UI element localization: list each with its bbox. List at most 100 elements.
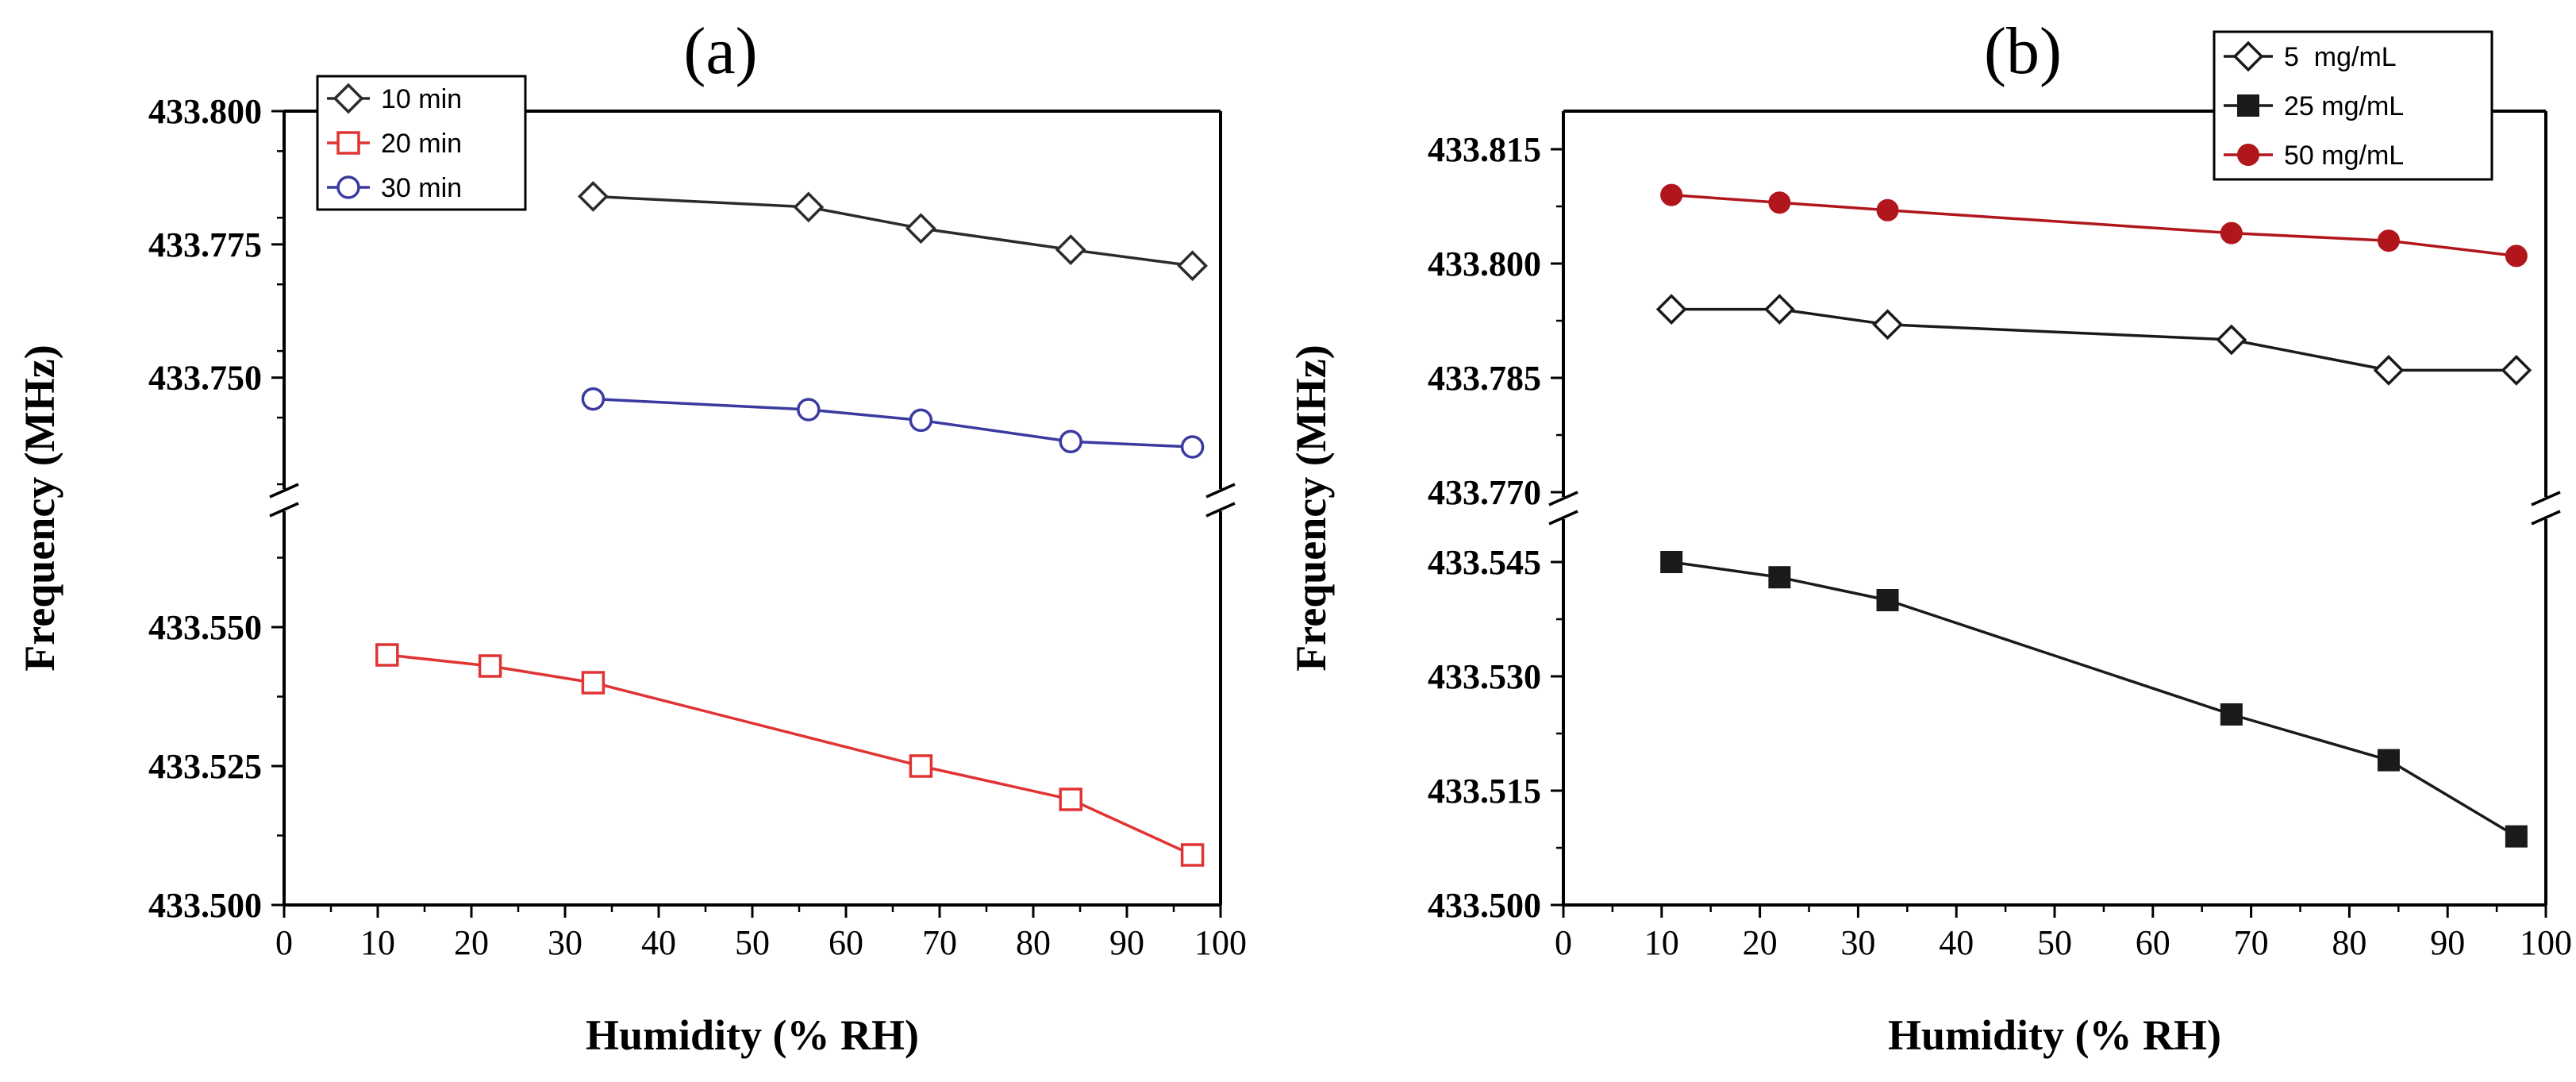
- legend-marker: [336, 131, 360, 155]
- x-tick-label: 0: [275, 923, 293, 962]
- axis-break-mark: [2531, 491, 2561, 506]
- panel-label: (b): [1984, 14, 2062, 88]
- panel-a: 0 10 20 30 40 50 60 70 80 90 100 433.750 433.775 433.…: [16, 14, 1247, 1059]
- data-point: [1655, 294, 1687, 325]
- y-tick-label: 433.800: [1428, 245, 1541, 283]
- y-tick-label: 433.775: [148, 225, 262, 264]
- x-tick-label: 100: [2520, 923, 2572, 962]
- axis-break-mark: [2531, 510, 2561, 526]
- x-tick-label: 50: [735, 923, 770, 962]
- y-tick-label: 433.500: [148, 886, 262, 925]
- y-tick-label: 433.500: [1428, 886, 1541, 925]
- axis-break-mark: [269, 502, 299, 518]
- x-tick-label: 70: [922, 923, 957, 962]
- panel-label: (a): [683, 14, 757, 88]
- data-point: [797, 398, 821, 422]
- data-point: [1768, 566, 1791, 589]
- data-point: [581, 387, 606, 411]
- y-tick-label: 433.530: [1428, 657, 1541, 696]
- x-tick-label: 0: [1555, 923, 1572, 962]
- data-point: [1763, 294, 1795, 325]
- x-tick-label: 10: [1644, 923, 1679, 962]
- x-axis-title: Humidity (% RH): [586, 1011, 919, 1059]
- data-point: [1872, 309, 1903, 341]
- legend: 10 min 20 min 30 min: [316, 75, 527, 211]
- axis-break-mark: [1205, 483, 1236, 499]
- y-tick-label: 433.550: [148, 608, 262, 647]
- x-tick-label: 30: [1840, 923, 1875, 962]
- y-tick-label: 433.770: [1428, 473, 1541, 512]
- series-1: [375, 643, 1205, 867]
- data-point: [2505, 245, 2528, 268]
- data-point: [1059, 787, 1082, 811]
- legend-marker: [336, 175, 360, 199]
- data-point: [1180, 843, 1205, 867]
- y-axis-title: Frequency (MHz): [16, 345, 63, 671]
- legend-marker: [333, 83, 364, 114]
- series-0: [1655, 294, 2532, 386]
- x-tick-label: 90: [1109, 923, 1144, 962]
- data-point: [905, 213, 936, 245]
- y-tick-label: 433.785: [1428, 359, 1541, 398]
- x-tick-label: 20: [1743, 923, 1778, 962]
- y-tick-label: 433.800: [148, 92, 262, 131]
- y-tick-label: 433.815: [1428, 130, 1541, 169]
- x-tick-label: 40: [1939, 923, 1974, 962]
- legend-marker: [2232, 40, 2264, 72]
- y-tick-label: 433.750: [148, 359, 262, 398]
- series-line: [386, 653, 1194, 857]
- data-point: [1876, 198, 1899, 221]
- data-point: [1177, 250, 1208, 282]
- x-tick-label: 70: [2234, 923, 2269, 962]
- y-tick-label: 433.545: [1428, 543, 1541, 582]
- data-point: [578, 181, 609, 212]
- data-point: [2220, 221, 2243, 245]
- x-tick-label: 60: [829, 923, 863, 962]
- data-point: [793, 191, 825, 223]
- x-tick-label: 80: [2332, 923, 2366, 962]
- axis-break-mark: [269, 483, 299, 499]
- data-point: [2216, 324, 2247, 356]
- legend-label: 25 mg/mL: [2284, 91, 2404, 121]
- series-line: [1671, 193, 2517, 258]
- legend: 5 mg/mL 25 mg/mL 50 mg/mL: [2213, 30, 2493, 181]
- data-point: [2501, 355, 2532, 386]
- data-point: [1660, 183, 1683, 206]
- x-tick-label: 20: [454, 923, 489, 962]
- y-tick-label: 433.515: [1428, 772, 1541, 811]
- y-axis-title: Frequency (MHz): [1287, 345, 1335, 671]
- y-tick-label: 433.525: [148, 747, 262, 786]
- series-2: [581, 387, 1205, 459]
- legend-marker: [2237, 144, 2259, 166]
- data-point: [478, 654, 502, 678]
- legend-label: 10 min: [381, 84, 462, 114]
- data-point: [581, 671, 606, 695]
- data-point: [1660, 551, 1683, 573]
- x-tick-label: 10: [360, 923, 395, 962]
- legend-label: 5 mg/mL: [2284, 42, 2397, 72]
- data-point: [1055, 234, 1086, 265]
- series-0: [578, 181, 1208, 282]
- axis-break-mark: [1548, 491, 1578, 506]
- series-line: [1671, 307, 2516, 372]
- data-point: [2220, 703, 2243, 726]
- x-tick-label: 40: [641, 923, 676, 962]
- panel-b: 0 10 20 30 40 50 60 70 80 90 100 433.770 433.785 433.…: [1287, 14, 2572, 1059]
- legend-label: 20 min: [381, 129, 462, 159]
- x-tick-label: 30: [548, 923, 582, 962]
- x-tick-label: 90: [2430, 923, 2465, 962]
- data-point: [1876, 589, 1899, 611]
- series-line: [593, 194, 1193, 268]
- data-point: [1059, 429, 1082, 454]
- data-point: [909, 754, 933, 778]
- data-point: [1768, 191, 1791, 214]
- series-line: [593, 397, 1193, 449]
- x-tick-label: 60: [2136, 923, 2170, 962]
- series-2: [1660, 183, 2528, 268]
- x-tick-label: 100: [1194, 923, 1247, 962]
- data-point: [2505, 825, 2528, 848]
- legend-label: 50 mg/mL: [2284, 141, 2404, 171]
- data-point: [2377, 749, 2400, 772]
- legend-marker: [2237, 94, 2259, 117]
